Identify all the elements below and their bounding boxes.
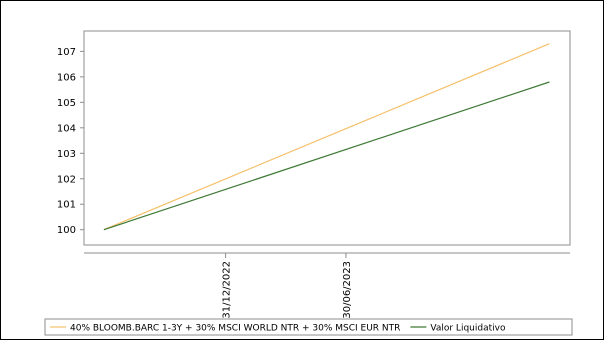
y-tick-label: 107: [57, 47, 76, 58]
legend-label-2: Valor Liquidativo: [430, 324, 506, 334]
y-tick-label: 104: [57, 123, 76, 134]
y-tick-label: 101: [57, 200, 76, 211]
x-tick-label: 31/12/2022: [222, 261, 233, 319]
series-line-1: [103, 43, 550, 231]
series-line-2: [103, 81, 550, 231]
y-tick-label: 100: [57, 225, 76, 236]
legend-label-1: 40% BLOOMB.BARC 1-3Y + 30% MSCI WORLD NT…: [70, 324, 400, 334]
y-tick-label: 102: [57, 174, 76, 185]
legend-box: [44, 318, 573, 336]
y-tick-label: 103: [57, 149, 76, 160]
y-tick-label: 105: [57, 98, 76, 109]
y-tick-label: 106: [57, 72, 76, 83]
plot-area: [83, 30, 571, 246]
x-tick-label: 30/06/2023: [342, 261, 353, 319]
